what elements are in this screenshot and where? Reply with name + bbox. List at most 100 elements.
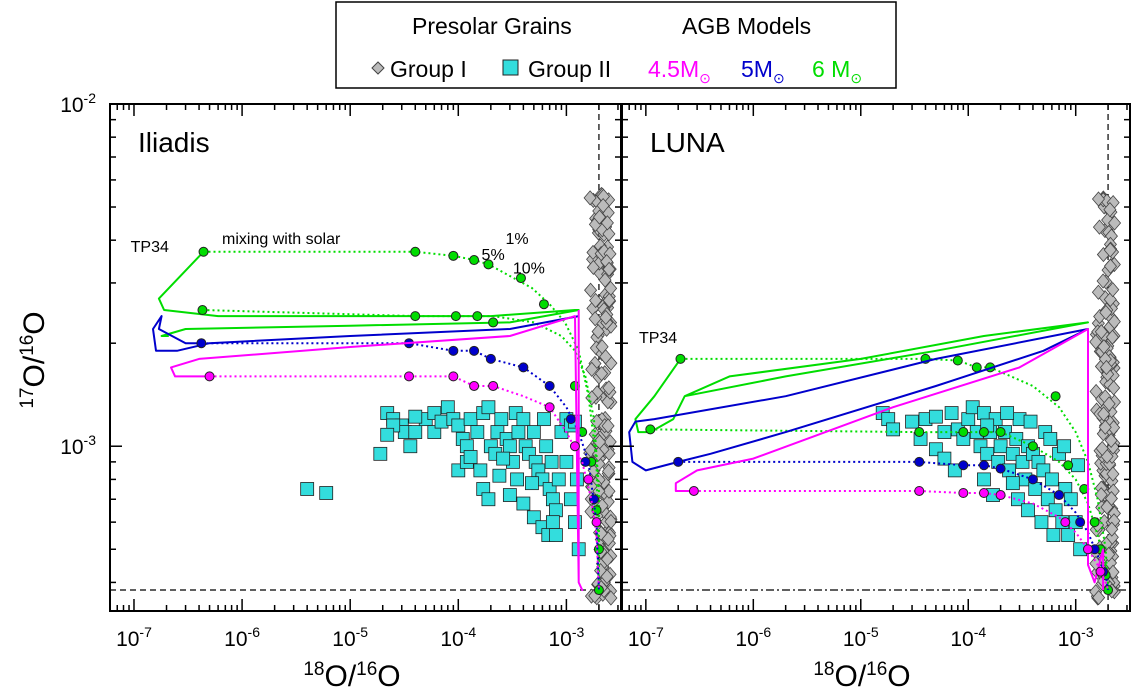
plot-area-luna	[622, 104, 1130, 611]
model-marker	[952, 355, 963, 366]
model-marker	[1063, 460, 1074, 471]
grain-group1	[602, 463, 616, 479]
grain-group2	[1000, 406, 1015, 420]
grain-group2	[1015, 454, 1030, 469]
model-marker	[488, 380, 499, 391]
x-tick-label: 10-5	[843, 624, 879, 651]
grain-group1	[1106, 282, 1120, 298]
grain-group2	[502, 439, 517, 454]
axes-frame	[621, 103, 1131, 612]
legend-marker-group2	[502, 59, 519, 76]
grain-group1	[591, 323, 605, 340]
grain-group2	[1046, 528, 1061, 542]
grain-group2	[380, 427, 395, 442]
grain-group2	[516, 412, 531, 427]
grain-group2	[526, 425, 541, 439]
grain-group2	[1071, 458, 1085, 473]
model-marker	[1027, 474, 1038, 485]
annotation: 5%	[482, 247, 505, 264]
x-tick-label: 10-6	[735, 624, 771, 651]
model-marker	[958, 460, 969, 471]
grain-group2	[494, 412, 509, 427]
grain-group1	[595, 366, 609, 382]
grain-group2	[1023, 414, 1038, 429]
grain-group1	[583, 190, 597, 206]
model-line	[628, 328, 1089, 472]
model-marker	[958, 427, 969, 438]
model-line	[157, 251, 580, 337]
grain-group2	[961, 412, 976, 427]
x-axis-title-left: 18O/16O	[303, 659, 400, 693]
grain-group2	[525, 476, 539, 491]
mixing-track	[209, 375, 600, 591]
grain-group1	[1103, 242, 1117, 258]
grain-group1	[1103, 202, 1117, 218]
grain-group2	[319, 486, 334, 500]
model-marker	[197, 305, 208, 316]
model-marker	[448, 371, 459, 382]
grain-group2	[944, 406, 959, 420]
model-marker	[404, 371, 415, 382]
model-marker	[1027, 441, 1038, 452]
model-marker	[958, 487, 969, 498]
mixing-track	[650, 428, 1110, 591]
grain-group1	[1091, 284, 1105, 300]
model-marker	[995, 427, 1006, 438]
model-marker	[1054, 490, 1065, 501]
grain-group2	[1040, 492, 1055, 507]
annotation: TP34	[639, 330, 677, 347]
grain-group2	[977, 406, 991, 420]
grain-group2	[980, 446, 995, 461]
grain-group2	[977, 472, 991, 487]
grain-group2	[559, 454, 574, 469]
grain-group1	[1097, 406, 1111, 422]
mixing-track	[693, 490, 1110, 591]
model-marker	[591, 517, 602, 528]
grain-group2	[440, 400, 455, 415]
model-marker	[1075, 517, 1086, 528]
grain-group2	[481, 492, 496, 507]
grain-group1	[1100, 499, 1114, 515]
grain-group1	[1102, 396, 1116, 412]
model-marker	[485, 353, 496, 364]
model-marker	[515, 273, 526, 284]
x-tick-label: 10-7	[116, 624, 152, 651]
legend-label-group1: Group I	[390, 56, 467, 82]
grain-group1	[589, 292, 603, 309]
grain-group2	[886, 422, 901, 437]
grain-group1	[1098, 389, 1112, 405]
model-marker	[645, 424, 656, 435]
grain-group2	[1009, 432, 1024, 446]
model-marker	[448, 345, 459, 356]
legend-box	[335, 1, 897, 89]
grain-group1	[599, 349, 613, 365]
grain-group2	[937, 425, 952, 439]
grain-group2	[496, 451, 511, 466]
grain-group2	[408, 425, 423, 439]
model-marker	[450, 311, 461, 322]
annotation: TP34	[131, 239, 169, 256]
grain-group2	[463, 412, 478, 427]
grain-group1	[1107, 380, 1121, 396]
grain-group2	[403, 439, 418, 454]
grain-group2	[1021, 503, 1035, 518]
grain-group2	[544, 454, 559, 469]
model-line	[170, 310, 584, 591]
grain-group1	[603, 434, 617, 450]
grain-group2	[1011, 492, 1025, 507]
x-axis-title-right: 18O/16O	[813, 659, 910, 693]
annotation: 1%	[506, 231, 529, 248]
legend-label-5: 5M⊙	[741, 56, 785, 86]
model-marker	[483, 259, 494, 270]
model-marker	[583, 474, 594, 485]
model-marker	[688, 485, 699, 496]
model-marker	[971, 362, 982, 373]
grain-group2	[492, 468, 507, 483]
grain-group2	[928, 409, 943, 424]
legend-label-group2: Group II	[528, 56, 611, 82]
model-marker	[544, 402, 555, 413]
grain-group2	[563, 492, 578, 507]
model-marker	[204, 371, 215, 382]
grain-group1	[1106, 466, 1120, 482]
model-marker	[580, 456, 591, 467]
